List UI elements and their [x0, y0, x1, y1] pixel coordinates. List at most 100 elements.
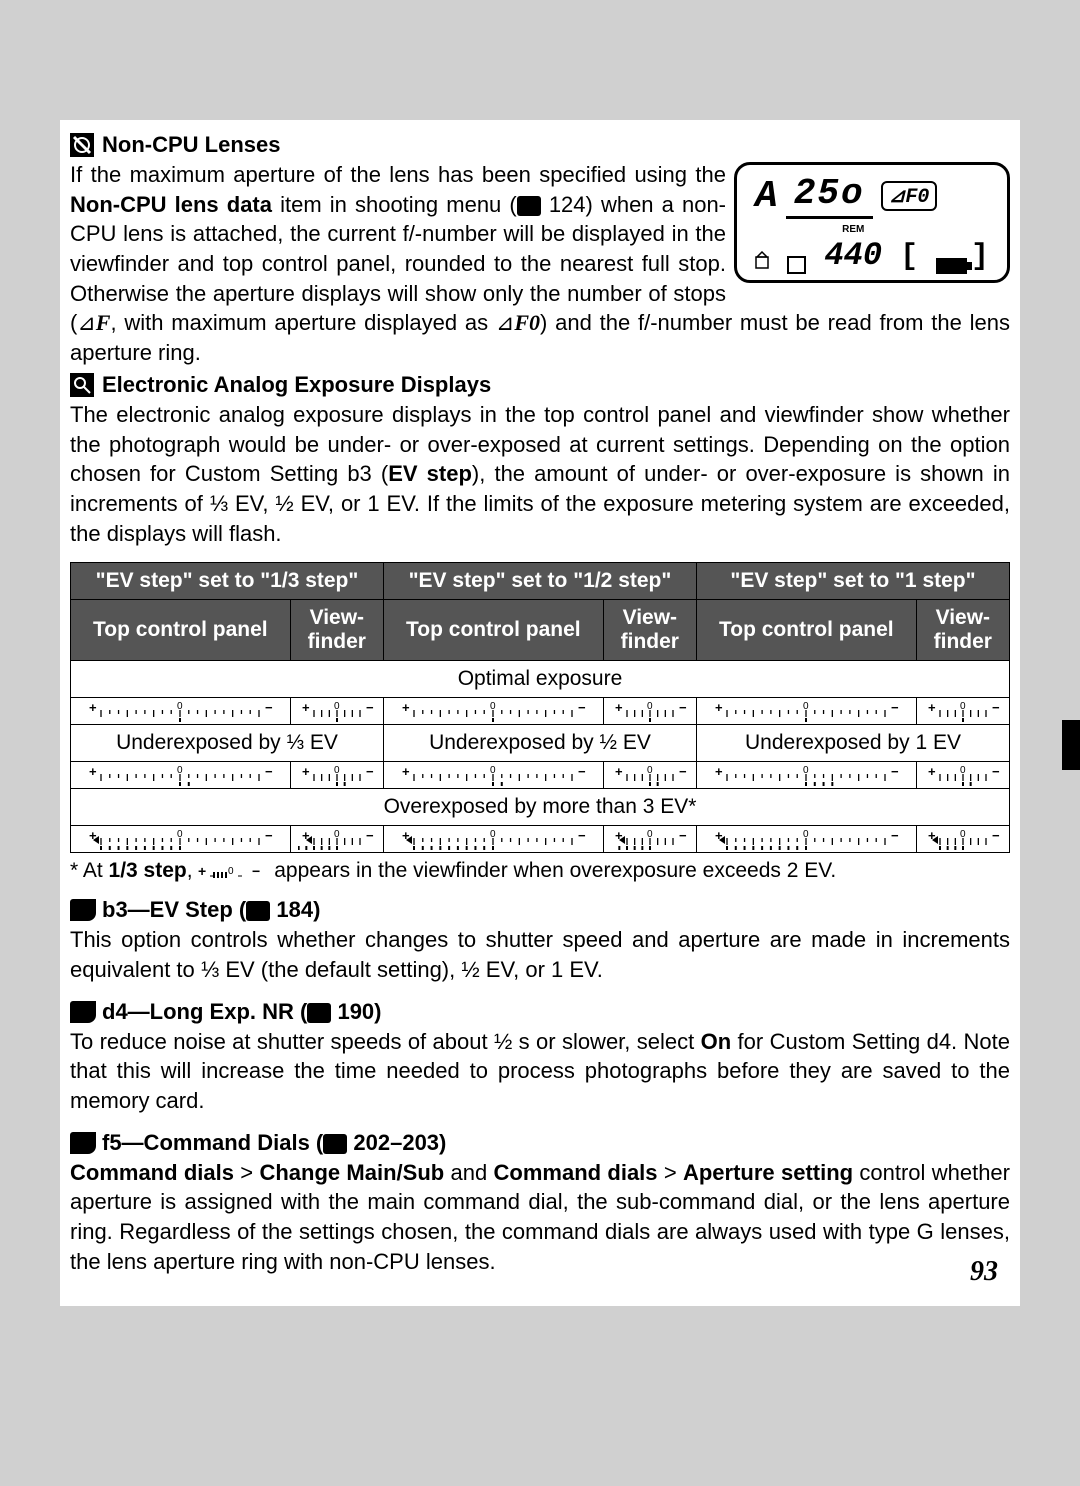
exposure-table: "EV step" set to "1/3 step" "EV step" se…: [70, 562, 1010, 853]
lcd-bracket-r: ]: [971, 240, 989, 274]
para-analog: The electronic analog exposure displays …: [70, 400, 1010, 548]
heading-b3: b3—EV Step ( 184): [70, 897, 1010, 923]
page: Taking Photographs—Exposure Non-CPU Lens…: [0, 0, 1080, 1486]
svg-text:−: −: [578, 828, 586, 843]
csm-icon: [70, 899, 96, 921]
lcd-bracket: [: [900, 240, 918, 274]
para-f5: Command dials > Change Main/Sub and Comm…: [70, 1158, 1010, 1277]
csm-icon: [70, 1001, 96, 1023]
svg-text:−: −: [679, 764, 687, 779]
svg-text:−: −: [992, 828, 1000, 843]
meter-tcp-optimal-1-2: +−0: [383, 698, 603, 725]
svg-text:−: −: [265, 828, 273, 843]
svg-text:+: +: [615, 764, 623, 779]
meter-vf-optimal-1-2: +−0: [603, 698, 696, 725]
svg-text:−: −: [366, 764, 374, 779]
lcd-shutter: 25o: [786, 173, 873, 219]
th-step-1-2: "EV step" set to "1/2 step": [383, 563, 696, 600]
heading-d4: d4—Long Exp. NR ( 190): [70, 999, 1010, 1025]
content: Non-CPU Lenses A 25o ⊿F0 REM 440 [ ] If …: [60, 120, 1020, 1306]
meter-vf-over-1-2: +−0: [603, 826, 696, 853]
svg-text:−: −: [265, 700, 273, 715]
meter-footnote-icon: +0 −: [198, 864, 268, 880]
heading-analog: Electronic Analog Exposure Displays: [70, 372, 1010, 398]
para-d4: To reduce noise at shutter speeds of abo…: [70, 1027, 1010, 1116]
meter-vf-over-1-3: +−0: [290, 826, 383, 853]
meter-tcp-optimal-1: +−0: [696, 698, 916, 725]
svg-text:−: −: [366, 700, 374, 715]
menu-icon: [323, 1134, 347, 1154]
heading-analog-text: Electronic Analog Exposure Displays: [102, 372, 491, 398]
svg-text:−: −: [578, 700, 586, 715]
meter-vf-under-1: +−0: [916, 762, 1009, 789]
svg-text:+: +: [402, 700, 410, 715]
svg-text:+: +: [198, 864, 206, 879]
heading-non-cpu: Non-CPU Lenses: [70, 132, 1010, 158]
meter-tcp-under-1-2: +−0: [383, 762, 603, 789]
svg-text:+: +: [89, 700, 97, 715]
meter-vf-optimal-1: +−0: [916, 698, 1009, 725]
bracket-icon: [787, 256, 806, 274]
svg-text:+: +: [615, 700, 623, 715]
meter-tcp-under-1: +−0: [696, 762, 916, 789]
lcd-count: 440: [824, 237, 882, 274]
triangle-icon: [755, 251, 769, 274]
th-vf: View-finder: [603, 600, 696, 661]
svg-text:+: +: [302, 700, 310, 715]
th-vf: View-finder: [290, 600, 383, 661]
th-tcp: Top control panel: [71, 600, 291, 661]
meter-tcp-over-1: +−0: [696, 826, 916, 853]
th-step-1: "EV step" set to "1 step": [696, 563, 1009, 600]
meter-vf-under-1-3: +−0: [290, 762, 383, 789]
th-vf: View-finder: [916, 600, 1009, 661]
edge-tab: [1062, 720, 1080, 770]
svg-text:−: −: [366, 828, 374, 843]
csm-icon: [70, 1132, 96, 1154]
battery-icon: [936, 258, 967, 274]
svg-text:+: +: [89, 764, 97, 779]
row-under-1: Underexposed by 1 EV: [696, 725, 1009, 762]
rem-label: REM: [842, 224, 864, 235]
svg-text:−: −: [992, 764, 1000, 779]
th-tcp: Top control panel: [696, 600, 916, 661]
meter-vf-optimal-1-3: +−0: [290, 698, 383, 725]
svg-text:+: +: [302, 764, 310, 779]
svg-text:0: 0: [228, 866, 234, 877]
svg-text:−: −: [679, 828, 687, 843]
svg-text:−: −: [265, 764, 273, 779]
lcd-aperture: ⊿F0: [881, 181, 938, 211]
magnify-icon: [70, 373, 94, 397]
para-b3: This option controls whether changes to …: [70, 925, 1010, 984]
row-optimal-label: Optimal exposure: [71, 661, 1010, 698]
heading-non-cpu-text: Non-CPU Lenses: [102, 132, 280, 158]
heading-f5: f5—Command Dials ( 202–203): [70, 1130, 1010, 1156]
lcd-display: A 25o ⊿F0 REM 440 [ ]: [734, 162, 1010, 283]
meter-vf-under-1-2: +−0: [603, 762, 696, 789]
menu-icon: [246, 901, 270, 921]
footnote: * At 1/3 step, +0− appears in the viewfi…: [70, 859, 1010, 883]
th-step-1-3: "EV step" set to "1/3 step": [71, 563, 384, 600]
svg-text:−: −: [679, 700, 687, 715]
lcd-mode-letter: A: [755, 175, 778, 218]
row-over-label: Overexposed by more than 3 EV*: [71, 789, 1010, 826]
svg-text:+: +: [402, 764, 410, 779]
meter-tcp-over-1-3: +−0: [71, 826, 291, 853]
menu-icon: [307, 1003, 331, 1023]
row-under-1-2: Underexposed by ½ EV: [383, 725, 696, 762]
svg-text:−: −: [891, 700, 899, 715]
meter-tcp-over-1-2: +−0: [383, 826, 603, 853]
menu-icon: [517, 196, 541, 216]
svg-text:+: +: [928, 764, 936, 779]
page-number: 93: [970, 1256, 998, 1288]
meter-tcp-optimal-1-3: +−0: [71, 698, 291, 725]
svg-text:−: −: [578, 764, 586, 779]
svg-text:−: −: [891, 764, 899, 779]
svg-text:+: +: [715, 700, 723, 715]
row-under-1-3: Underexposed by ⅓ EV: [71, 725, 384, 762]
th-tcp: Top control panel: [383, 600, 603, 661]
svg-text:−: −: [992, 700, 1000, 715]
meter-tcp-under-1-3: +−0: [71, 762, 291, 789]
lens-icon: [70, 133, 94, 157]
svg-text:−: −: [252, 864, 260, 879]
meter-vf-over-1: +−0: [916, 826, 1009, 853]
